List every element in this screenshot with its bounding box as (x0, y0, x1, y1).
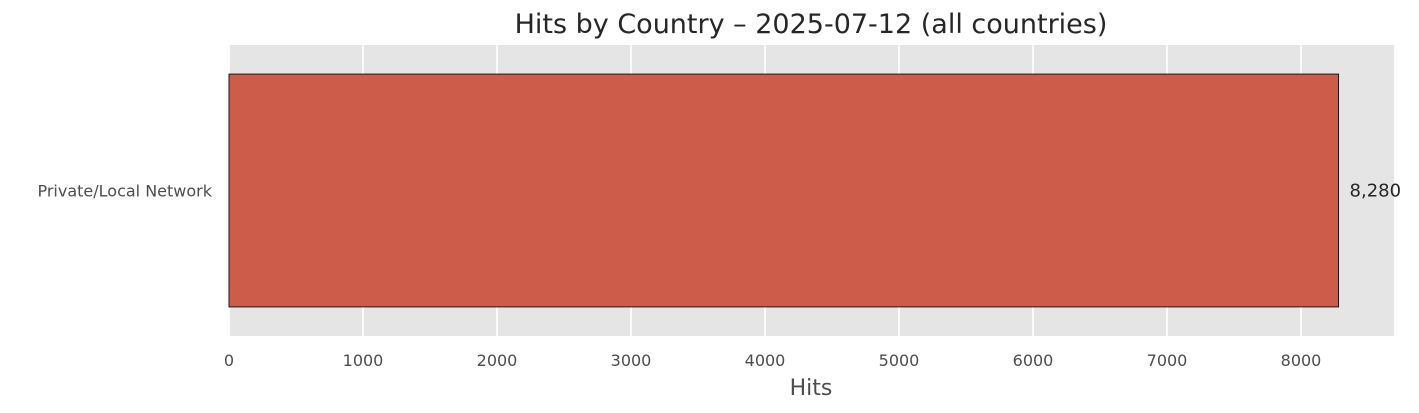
y-tick-label: Private/Local Network (37, 182, 212, 201)
chart-title: Hits by Country – 2025-07-12 (all countr… (515, 9, 1108, 40)
x-tick-label: 3000 (611, 351, 652, 370)
y-tick-labels: Private/Local Network (37, 182, 212, 201)
x-tick-label: 0 (224, 351, 234, 370)
bars (228, 73, 1340, 308)
x-axis-label: Hits (790, 376, 833, 401)
x-tick-label: 8000 (1281, 351, 1322, 370)
x-tick-label: 1000 (343, 351, 384, 370)
x-tick-label: 6000 (1013, 351, 1054, 370)
x-tick-label: 4000 (745, 351, 786, 370)
x-tick-labels: 0 1000 2000 3000 4000 5000 6000 7000 8000 (224, 351, 1321, 370)
x-tick-label: 7000 (1147, 351, 1188, 370)
value-labels: 8,280 (1350, 181, 1402, 202)
x-tick-label: 5000 (879, 351, 920, 370)
bar (228, 73, 1340, 308)
bar-value-label: 8,280 (1350, 181, 1402, 202)
x-tick-label: 2000 (477, 351, 518, 370)
